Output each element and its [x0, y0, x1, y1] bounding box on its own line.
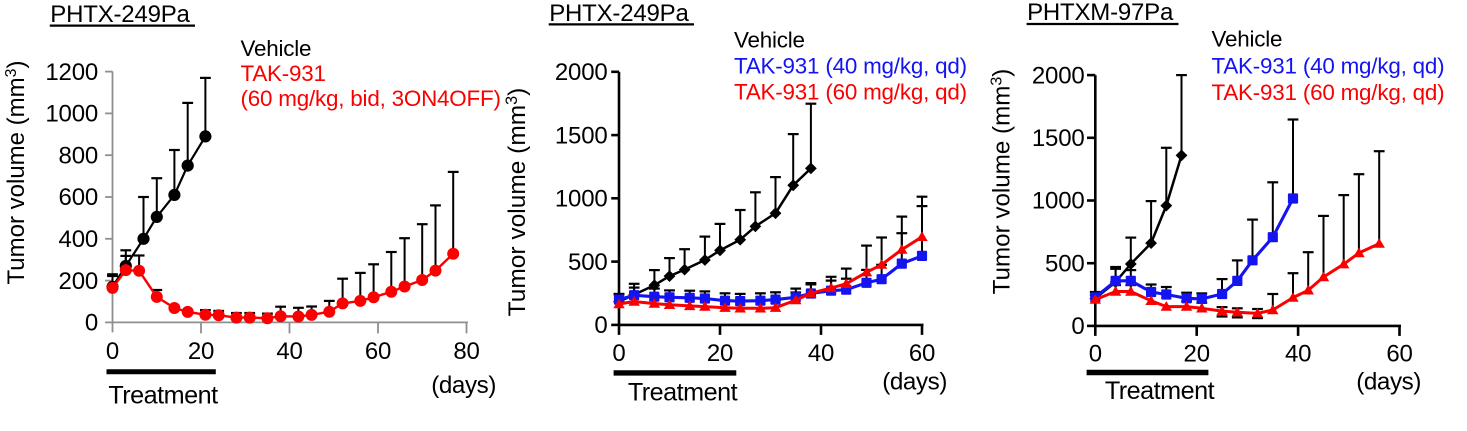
svg-text:60: 60	[365, 338, 391, 365]
svg-text:Tumor volume (mm3): Tumor volume (mm3)	[3, 61, 30, 285]
svg-text:2000: 2000	[555, 59, 608, 86]
svg-text:40: 40	[276, 338, 302, 365]
svg-text:Tumor volume (mm3): Tumor volume (mm3)	[989, 69, 1016, 295]
svg-text:500: 500	[568, 249, 607, 276]
svg-text:Vehicle: Vehicle	[1212, 26, 1283, 51]
svg-text:PHTX-249Pa: PHTX-249Pa	[50, 1, 190, 28]
svg-text:1500: 1500	[555, 122, 608, 149]
svg-text:(days): (days)	[431, 372, 496, 399]
svg-text:Treatment: Treatment	[628, 379, 738, 407]
svg-text:500: 500	[1045, 250, 1084, 277]
svg-text:TAK-931 (60 mg/kg, qd): TAK-931 (60 mg/kg, qd)	[734, 80, 967, 105]
svg-text:Vehicle: Vehicle	[241, 36, 312, 61]
svg-text:TAK-931 (40 mg/kg, qd): TAK-931 (40 mg/kg, qd)	[1212, 53, 1445, 78]
svg-text:TAK-931 (60 mg/kg, qd): TAK-931 (60 mg/kg, qd)	[1212, 80, 1445, 105]
svg-text:0: 0	[1071, 313, 1084, 340]
svg-text:0: 0	[594, 312, 607, 339]
svg-text:20: 20	[1184, 341, 1210, 368]
svg-text:40: 40	[1285, 341, 1311, 368]
svg-text:800: 800	[59, 142, 98, 169]
svg-text:2000: 2000	[1032, 62, 1085, 89]
svg-text:60: 60	[909, 340, 935, 367]
svg-text:(days): (days)	[1356, 368, 1421, 395]
svg-text:(60 mg/kg, bid, 3ON4OFF): (60 mg/kg, bid, 3ON4OFF)	[241, 86, 501, 111]
svg-text:PHTX-249Pa: PHTX-249Pa	[549, 0, 689, 27]
svg-text:0: 0	[106, 338, 119, 365]
svg-text:1000: 1000	[555, 186, 608, 213]
svg-text:0: 0	[612, 340, 625, 367]
svg-text:1200: 1200	[45, 59, 98, 86]
svg-text:200: 200	[59, 268, 98, 295]
svg-text:Treatment: Treatment	[1105, 377, 1215, 405]
svg-text:1500: 1500	[1032, 125, 1085, 152]
svg-text:80: 80	[453, 338, 479, 365]
svg-text:400: 400	[59, 226, 98, 253]
svg-text:Tumor volume (mm3): Tumor volume (mm3)	[503, 88, 531, 317]
svg-text:TAK-931: TAK-931	[241, 61, 326, 86]
svg-text:60: 60	[1386, 341, 1412, 368]
svg-text:20: 20	[707, 340, 733, 367]
svg-text:0: 0	[85, 310, 98, 337]
svg-text:1000: 1000	[1032, 188, 1085, 215]
svg-text:Vehicle: Vehicle	[734, 27, 805, 52]
svg-text:TAK-931 (40 mg/kg, qd): TAK-931 (40 mg/kg, qd)	[734, 54, 967, 79]
svg-text:600: 600	[59, 184, 98, 211]
svg-text:PHTXM-97Pa: PHTXM-97Pa	[1027, 0, 1174, 26]
svg-text:Treatment: Treatment	[108, 382, 218, 410]
svg-text:(days): (days)	[882, 368, 947, 395]
svg-text:1000: 1000	[45, 101, 98, 128]
svg-text:20: 20	[188, 338, 214, 365]
svg-text:40: 40	[808, 340, 834, 367]
svg-text:0: 0	[1089, 341, 1102, 368]
